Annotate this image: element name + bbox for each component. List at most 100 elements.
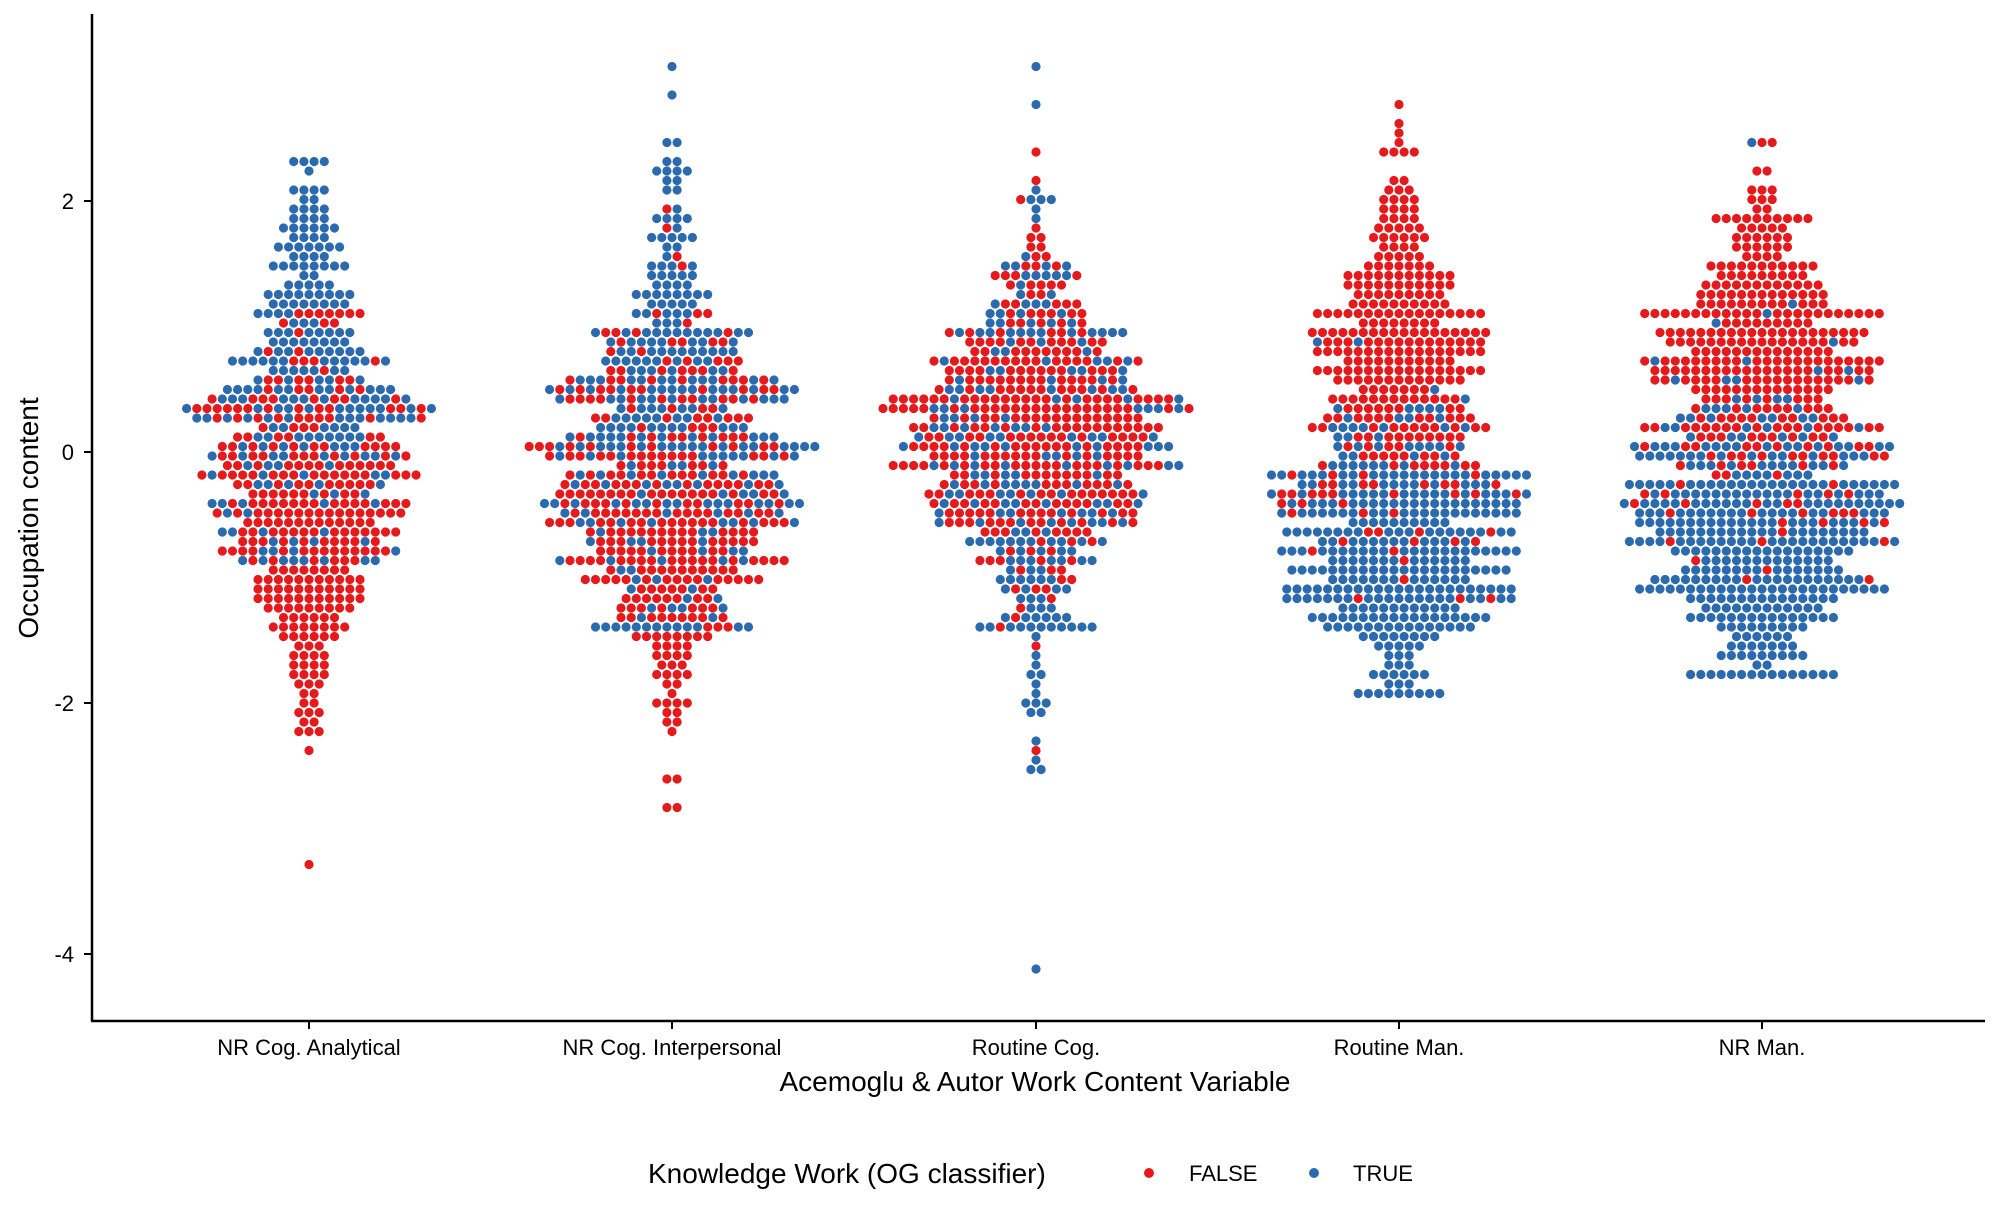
data-point-true — [289, 555, 299, 566]
data-point-true — [1312, 584, 1322, 594]
data-point-false — [335, 603, 345, 613]
data-point-false — [1864, 356, 1874, 366]
data-point-true — [1031, 736, 1041, 746]
data-point-false — [636, 517, 647, 528]
data-point-false — [1379, 147, 1389, 157]
data-point-false — [1072, 470, 1082, 480]
data-point-false — [733, 574, 743, 585]
data-point-false — [1706, 337, 1716, 347]
data-point-true — [1772, 555, 1782, 566]
data-point-true — [1777, 584, 1787, 594]
data-point-true — [1675, 413, 1685, 423]
data-point-true — [278, 356, 289, 366]
data-point-false — [1409, 147, 1419, 157]
data-point-true — [1077, 622, 1087, 632]
data-point-true — [585, 432, 596, 442]
data-point-true — [1097, 375, 1107, 385]
data-point-false — [1742, 384, 1752, 395]
data-point-false — [1399, 213, 1409, 224]
data-point-false — [278, 470, 289, 480]
data-point-false — [1374, 375, 1384, 385]
data-point-true — [1731, 394, 1742, 404]
data-point-true — [335, 327, 345, 338]
data-point-false — [657, 451, 667, 461]
data-point-true — [1496, 584, 1506, 594]
data-point-false — [1353, 346, 1363, 357]
data-point-false — [1762, 403, 1772, 414]
data-point-true — [626, 460, 636, 471]
data-point-false — [1782, 280, 1793, 290]
data-point-false — [1726, 337, 1736, 347]
data-point-false — [1777, 337, 1787, 347]
data-point-true — [1016, 574, 1026, 585]
data-point-false — [1358, 318, 1368, 328]
data-point-true — [284, 289, 294, 300]
data-point-false — [1874, 422, 1884, 433]
data-point-false — [1128, 384, 1138, 395]
data-point-true — [1287, 565, 1297, 575]
data-point-true — [1640, 498, 1650, 509]
data-point-false — [1742, 242, 1752, 252]
data-point-false — [1404, 337, 1414, 347]
data-point-false — [616, 612, 626, 623]
data-point-false — [1425, 432, 1435, 442]
data-point-false — [340, 565, 350, 575]
data-point-true — [355, 432, 365, 442]
data-point-true — [944, 489, 954, 499]
data-point-false — [1425, 375, 1435, 385]
data-point-false — [1660, 375, 1670, 385]
data-point-true — [1711, 574, 1721, 585]
data-point-false — [1419, 451, 1430, 461]
data-point-true — [1031, 755, 1041, 765]
data-point-true — [1394, 688, 1404, 699]
data-point-false — [391, 394, 401, 404]
data-point-true — [319, 223, 329, 233]
data-point-false — [345, 593, 355, 604]
data-point-false — [1696, 432, 1706, 442]
data-point-true — [1379, 470, 1389, 480]
data-point-true — [1711, 603, 1721, 613]
data-point-false — [1798, 337, 1808, 347]
data-point-true — [647, 261, 657, 271]
data-point-false — [698, 460, 708, 471]
data-point-true — [1435, 584, 1445, 594]
data-point-false — [1470, 327, 1481, 338]
data-point-false — [1368, 318, 1379, 328]
data-point-false — [1696, 337, 1706, 347]
data-point-true — [641, 622, 652, 632]
data-point-false — [1742, 346, 1752, 357]
data-point-false — [636, 555, 647, 566]
data-point-true — [1021, 584, 1031, 594]
data-point-true — [1737, 479, 1747, 490]
data-point-true — [1706, 527, 1716, 537]
data-point-false — [1277, 489, 1287, 499]
data-point-true — [1021, 422, 1031, 433]
data-point-true — [975, 622, 985, 632]
data-point-true — [657, 470, 667, 480]
data-point-true — [1435, 403, 1445, 414]
data-point-true — [743, 508, 754, 518]
data-point-true — [652, 166, 662, 176]
data-point-true — [299, 318, 309, 328]
data-point-true — [616, 384, 626, 395]
data-point-true — [575, 470, 585, 480]
data-point-true — [1890, 536, 1900, 547]
data-point-false — [1133, 451, 1143, 461]
data-point-false — [1021, 413, 1031, 423]
data-point-false — [733, 498, 743, 509]
data-point-true — [677, 460, 687, 471]
data-point-true — [1635, 584, 1645, 594]
data-point-false — [1062, 470, 1072, 480]
data-point-true — [1742, 546, 1752, 556]
data-point-false — [1823, 375, 1833, 385]
data-point-true — [1118, 517, 1128, 528]
data-point-false — [1757, 137, 1767, 148]
data-point-false — [1686, 327, 1696, 338]
data-point-false — [1864, 375, 1874, 385]
data-point-false — [1798, 261, 1808, 271]
data-point-false — [949, 356, 960, 366]
data-point-false — [1072, 460, 1082, 471]
data-point-false — [1721, 346, 1731, 357]
data-point-false — [1394, 308, 1404, 319]
data-point-true — [1297, 565, 1307, 575]
